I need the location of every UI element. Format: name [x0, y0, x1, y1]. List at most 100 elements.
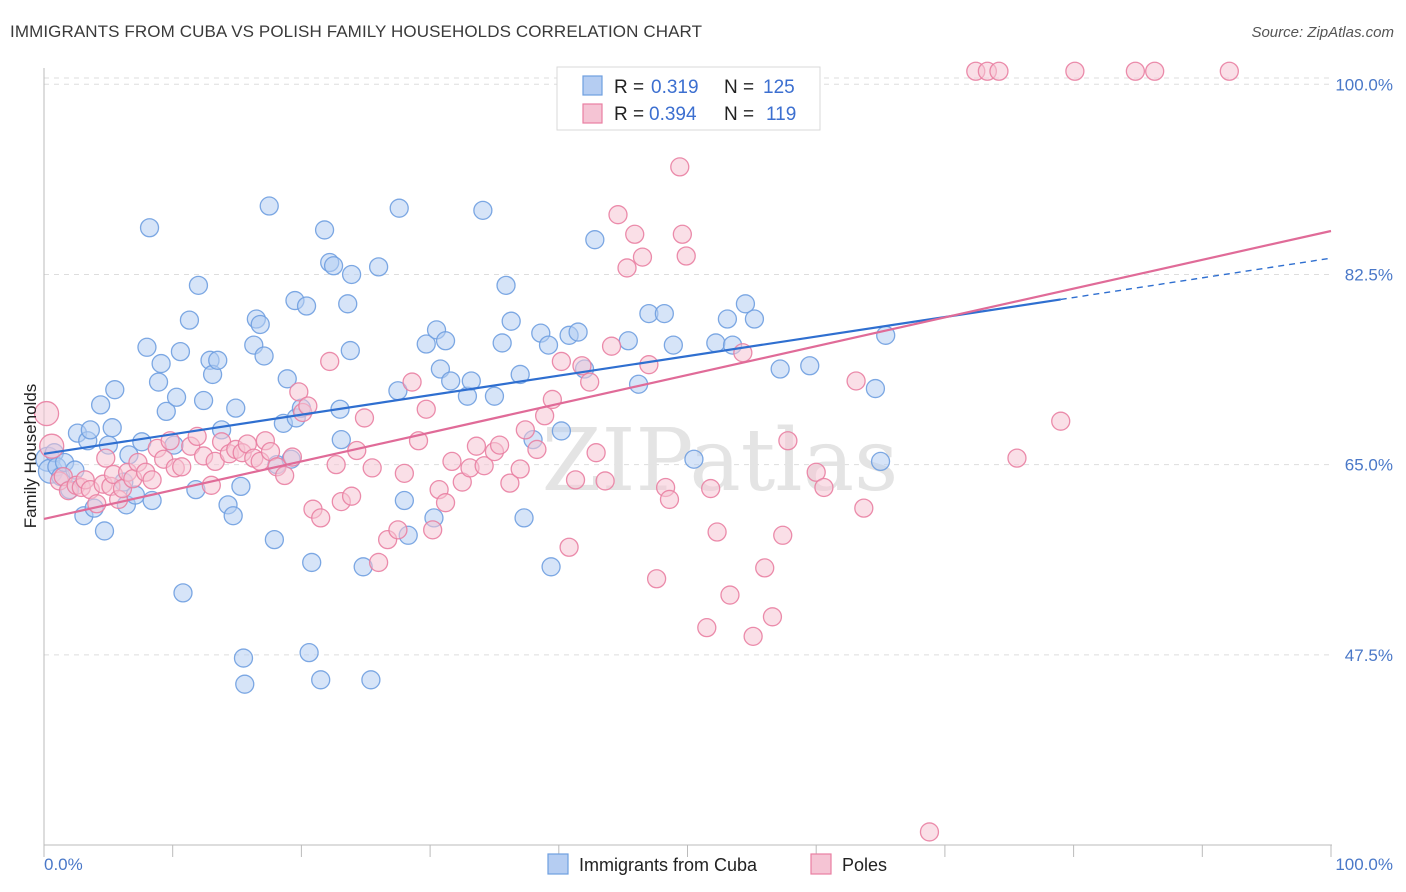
poles-point-118 [1125, 61, 1146, 81]
cuba-point-102 [585, 230, 605, 250]
cuba-point-77 [394, 490, 415, 511]
cuba-point-49 [250, 314, 270, 335]
cuba-point-96 [538, 335, 559, 355]
cuba-point-70 [340, 340, 360, 361]
x-tick-label-min: 0.0% [44, 855, 83, 874]
chart-title: IMMIGRANTS FROM CUBA VS POLISH FAMILY HO… [10, 22, 703, 41]
poles-point-47 [311, 508, 331, 528]
poles-point-54 [362, 458, 382, 478]
x-ticks [43, 845, 1332, 857]
cuba-point-108 [684, 449, 704, 469]
poles-point-84 [595, 471, 615, 491]
cuba-point-36 [193, 390, 214, 411]
cuba-point-117 [870, 451, 891, 472]
bottom-legend-label-cuba: Immigrants from Cuba [579, 855, 758, 875]
cuba-point-43 [226, 398, 246, 418]
cuba-point-66 [323, 256, 344, 276]
poles-point-95 [672, 224, 693, 244]
poles-point-90 [639, 355, 659, 375]
poles-point-82 [580, 372, 600, 392]
bottom-legend-swatch-poles [810, 853, 832, 875]
poles-point-109 [846, 371, 866, 391]
poles-point-103 [755, 558, 775, 578]
series-poles-points [33, 61, 1239, 842]
legend-r-value-2: 0.394 [649, 104, 697, 125]
poles-point-65 [442, 451, 462, 472]
legend-n-label-1: N = [724, 77, 754, 98]
y-tick-label-2: 82.5% [1345, 265, 1393, 284]
poles-point-80 [565, 470, 586, 490]
poles-point-85 [601, 336, 622, 356]
series-legend: Immigrants from Cuba Poles [547, 853, 887, 875]
poles-point-87 [617, 258, 637, 278]
cuba-point-98 [551, 421, 572, 441]
trend-line-cuba-extension [1060, 257, 1332, 301]
poles-point-114 [989, 61, 1009, 81]
cuba-point-64 [314, 220, 335, 240]
poles-point-99 [707, 522, 727, 542]
cuba-point-107 [663, 335, 683, 355]
poles-point-107 [806, 462, 826, 482]
cuba-point-32 [173, 583, 193, 603]
cuba-point-91 [501, 311, 521, 331]
y-tick-labels: 47.5% 65.0% 82.5% 100.0% [1335, 75, 1393, 665]
poles-point-97 [697, 618, 717, 638]
legend-r-value-1: 0.319 [651, 77, 699, 98]
cuba-point-115 [800, 356, 820, 376]
cuba-point-52 [264, 529, 285, 550]
poles-point-98 [701, 478, 721, 499]
bottom-legend-swatch-cuba [547, 853, 569, 875]
cuba-point-16 [102, 418, 122, 438]
cuba-point-26 [148, 372, 169, 392]
poles-point-59 [402, 372, 422, 392]
poles-point-64 [435, 493, 456, 513]
cuba-point-45 [233, 648, 254, 668]
series-cuba-points [35, 196, 896, 694]
x-tick-label-max: 100.0% [1335, 855, 1393, 874]
cuba-point-114 [770, 359, 790, 379]
poles-point-55 [368, 552, 389, 573]
poles-point-106 [778, 431, 798, 451]
poles-point-1 [39, 433, 65, 459]
cuba-point-93 [514, 508, 534, 528]
cuba-point-17 [105, 380, 125, 400]
cuba-point-61 [299, 643, 319, 663]
y-tick-label-1: 65.0% [1345, 456, 1393, 475]
cuba-point-46 [235, 674, 255, 694]
poles-point-79 [559, 537, 579, 557]
cuba-point-50 [254, 346, 274, 366]
poles-point-81 [572, 356, 592, 376]
cuba-point-13 [90, 395, 111, 415]
poles-point-93 [659, 489, 680, 510]
cuba-point-112 [735, 294, 756, 314]
poles-point-105 [773, 525, 793, 545]
poles-point-72 [500, 473, 520, 493]
poles-point-53 [354, 408, 375, 428]
poles-point-100 [720, 585, 740, 605]
poles-point-71 [489, 435, 510, 455]
cuba-point-74 [368, 257, 389, 277]
cuba-point-31 [170, 341, 191, 362]
poles-point-91 [646, 569, 667, 589]
poles-point-74 [515, 420, 535, 440]
poles-point-73 [510, 459, 530, 479]
y-tick-label-0: 47.5% [1345, 646, 1393, 665]
poles-point-94 [670, 157, 690, 177]
trend-line-poles [43, 229, 1332, 521]
cuba-point-88 [484, 386, 505, 406]
poles-point-89 [632, 247, 653, 267]
poles-point-104 [762, 607, 783, 627]
poles-point-108 [814, 477, 834, 498]
poles-point-41 [275, 465, 295, 486]
poles-point-88 [625, 224, 645, 244]
poles-point-110 [854, 498, 874, 518]
source-label: Source: ZipAtlas.com [1251, 24, 1394, 41]
cuba-point-113 [744, 309, 765, 329]
cuba-point-92 [510, 364, 530, 385]
cuba-point-28 [156, 401, 176, 422]
cuba-point-79 [416, 334, 436, 354]
trend-lines [43, 229, 1332, 521]
poles-point-120 [1219, 61, 1239, 81]
cuba-point-44 [231, 476, 251, 497]
